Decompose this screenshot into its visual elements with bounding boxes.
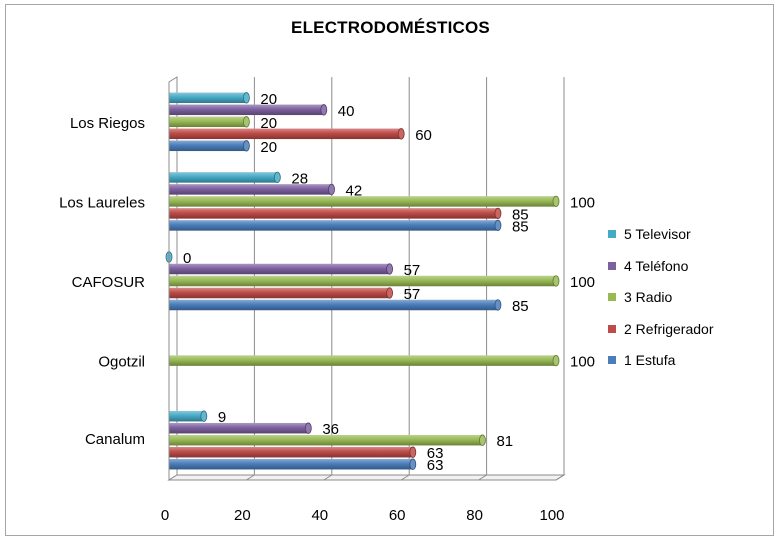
bar-cap (304, 422, 312, 434)
bar (169, 458, 413, 470)
legend-swatch (608, 293, 616, 301)
bar-cap (386, 263, 393, 275)
data-label: 0 (183, 250, 191, 267)
data-label: 20 (260, 139, 277, 156)
bar (169, 140, 247, 152)
gridline-floor (246, 474, 255, 481)
bar-cap (552, 195, 560, 208)
bar-cap (409, 446, 417, 458)
bar-cap (242, 92, 250, 104)
x-tick-label: 100 (539, 507, 564, 524)
data-label: 9 (218, 409, 226, 426)
bar (169, 299, 498, 311)
bar (169, 196, 556, 207)
gridline-floor (555, 474, 565, 481)
bar (169, 184, 332, 195)
bar (169, 208, 498, 219)
gridline-floor (400, 474, 410, 481)
bar (169, 104, 324, 116)
legend-item: 1 Estufa (608, 352, 675, 368)
bar (169, 355, 556, 366)
data-label: 100 (570, 354, 595, 371)
bar-cap (386, 287, 393, 299)
gridline-floor (478, 474, 487, 481)
bar-cap (242, 116, 250, 128)
legend-label: 1 Estufa (624, 352, 676, 368)
floor (167, 474, 566, 481)
bar-cap (552, 275, 560, 287)
data-label: 28 (291, 170, 308, 187)
data-label: 40 (338, 103, 355, 120)
data-label: 100 (570, 274, 595, 291)
data-label: 81 (496, 433, 513, 450)
data-label: 42 (346, 182, 363, 199)
data-label: 57 (404, 262, 421, 279)
category-label: Canalum (85, 431, 145, 448)
data-label: 100 (570, 194, 595, 211)
bar (169, 172, 278, 183)
gridline-floor (323, 474, 333, 481)
data-label: 57 (404, 286, 421, 303)
bar-cap (320, 104, 328, 116)
data-label: 85 (512, 218, 529, 235)
bar (169, 92, 247, 104)
category-label: Ogotzil (98, 354, 145, 371)
bar-cap (273, 171, 281, 184)
legend-swatch (608, 324, 616, 333)
data-label: 20 (260, 91, 277, 108)
legend-item: 5 Televisor (608, 226, 691, 242)
legend-item: 2 Refrigerador (608, 321, 714, 337)
x-tick-label: 0 (161, 507, 169, 524)
bar (169, 220, 498, 231)
bar-cap (552, 354, 560, 367)
legend-label: 2 Refrigerador (624, 320, 714, 337)
bar-cap (494, 219, 502, 232)
legend-label: 3 Radio (624, 289, 673, 305)
data-label: 85 (512, 206, 529, 223)
bar (169, 422, 309, 434)
legend-item: 4 Teléfono (608, 258, 688, 274)
data-label: 85 (512, 298, 529, 315)
legend-label: 4 Teléfono (624, 257, 689, 274)
category-label: CAFOSUR (72, 274, 146, 291)
bar-cap (242, 140, 250, 152)
bar (169, 410, 204, 422)
bar-cap (409, 458, 417, 470)
bar (169, 287, 390, 299)
category-label: Los Riegos (70, 115, 145, 132)
bar-cap (494, 299, 502, 311)
legend-swatch (608, 230, 616, 238)
bar (169, 116, 247, 128)
data-label: 63 (427, 457, 444, 474)
category-label: Los Laureles (59, 194, 145, 211)
x-tick-label: 40 (311, 507, 328, 524)
data-label: 36 (322, 421, 339, 438)
bar-cap (200, 410, 208, 422)
bar-cap (494, 207, 502, 220)
legend-label: 5 Televisor (624, 226, 691, 242)
data-label: 60 (415, 127, 432, 144)
bar-cap (479, 434, 486, 446)
bar (169, 128, 402, 140)
legend-swatch (608, 356, 616, 364)
bar (169, 446, 413, 458)
bar-cap (397, 128, 405, 140)
data-label: 20 (260, 115, 277, 132)
bar (169, 275, 556, 287)
legend-swatch (608, 261, 616, 270)
x-tick-label: 80 (466, 507, 483, 524)
chart-title: ELECTRODOMÉSTICOS (291, 18, 490, 37)
x-tick-label: 60 (389, 507, 406, 524)
bar (169, 263, 390, 275)
x-tick-label: 20 (234, 507, 251, 524)
data-label: 63 (427, 445, 444, 462)
legend-item: 3 Radio (608, 289, 672, 305)
bar (169, 434, 483, 446)
bar-cap (328, 183, 335, 196)
